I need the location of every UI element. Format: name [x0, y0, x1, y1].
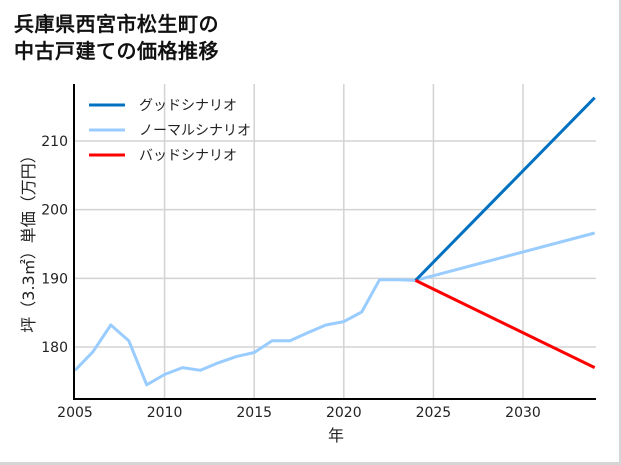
x-tick-label: 2025: [416, 405, 452, 421]
x-tick-label: 2015: [236, 405, 272, 421]
series-line: [73, 231, 596, 387]
x-axis-label: 年: [328, 426, 344, 445]
x-tick-label: 2020: [326, 405, 362, 421]
legend-label: バッドシナリオ: [139, 148, 237, 164]
legend-label: グッドシナリオ: [139, 98, 237, 114]
x-tick-label: 2010: [147, 405, 183, 421]
chart-title: 兵庫県西宮市松生町の 中古戸建ての価格推移: [14, 11, 219, 65]
series-line: [414, 279, 596, 369]
title-line-1: 兵庫県西宮市松生町の: [14, 12, 219, 36]
y-tick-label: 200: [41, 203, 68, 219]
x-tick-label: 2005: [57, 405, 93, 421]
legend-label: ノーマルシナリオ: [139, 123, 251, 139]
series-line: [414, 96, 596, 282]
y-tick-label: 180: [41, 340, 68, 356]
y-tick-label: 210: [41, 134, 68, 150]
axes: [73, 84, 596, 400]
x-tick-label: 2030: [505, 405, 541, 421]
grid-lines: [74, 84, 596, 399]
y-axis-label: 坪（3.3㎡）単価（万円）: [19, 147, 38, 332]
y-tick-label: 190: [41, 271, 68, 287]
title-line-2: 中古戸建ての価格推移: [14, 39, 219, 63]
tick-labels: 2005 2010 2015 2020 2025 2030 180 190 200 210: [41, 134, 541, 421]
series-lines: [73, 96, 596, 387]
